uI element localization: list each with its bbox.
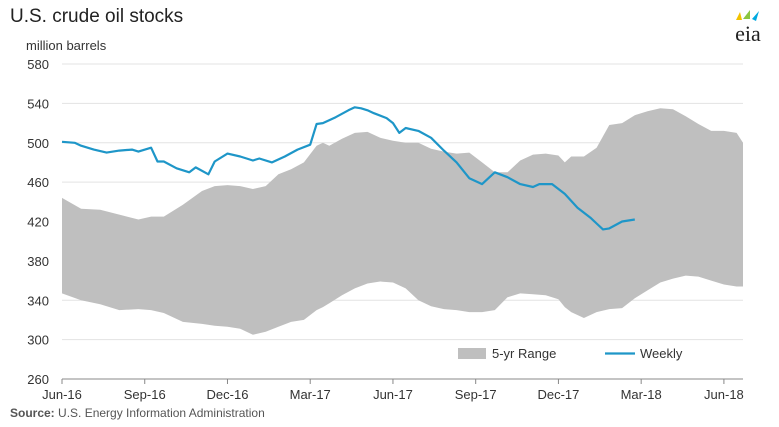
source-text: U.S. Energy Information Administration xyxy=(54,406,265,420)
source-note: Source: U.S. Energy Information Administ… xyxy=(10,406,265,420)
y-tick-label: 540 xyxy=(27,96,49,111)
y-tick-label: 260 xyxy=(27,372,49,387)
x-tick-label: Dec-16 xyxy=(207,387,249,402)
y-tick-label: 580 xyxy=(27,57,49,72)
y-axis-label: million barrels xyxy=(26,38,107,53)
y-tick-labels: 260 300 340 380 420 460 500 540 580 xyxy=(27,57,49,387)
x-tick-label: Sep-16 xyxy=(124,387,166,402)
x-tick-label: Jun-18 xyxy=(704,387,744,402)
legend-swatch-range xyxy=(458,348,486,359)
x-tick-label: Jun-16 xyxy=(42,387,82,402)
chart-title: U.S. crude oil stocks xyxy=(10,6,184,27)
legend: 5-yr Range Weekly xyxy=(458,346,683,361)
y-tick-label: 420 xyxy=(27,215,49,230)
five-year-range-band xyxy=(62,108,743,335)
eia-logo: eia xyxy=(722,8,774,50)
x-tick-labels: Jun-16 Sep-16 Dec-16 Mar-17 Jun-17 Sep-17 Dec-… xyxy=(42,387,744,402)
y-tick-label: 380 xyxy=(27,254,49,269)
legend-label-range: 5-yr Range xyxy=(492,346,556,361)
weekly-line-layer xyxy=(61,106,635,231)
x-tick-label: Dec-17 xyxy=(537,387,579,402)
x-tick-label: Jun-17 xyxy=(373,387,413,402)
svg-text:eia: eia xyxy=(735,21,761,46)
source-label: Source: xyxy=(10,406,55,420)
legend-label-weekly: Weekly xyxy=(640,346,683,361)
x-tick-label: Sep-17 xyxy=(455,387,497,402)
axes xyxy=(61,378,743,384)
weekly-series-line xyxy=(61,106,635,231)
x-tick-label: Mar-18 xyxy=(621,387,662,402)
x-tick-label: Mar-17 xyxy=(290,387,331,402)
range-band-layer xyxy=(62,108,743,335)
y-tick-label: 340 xyxy=(27,293,49,308)
y-tick-label: 460 xyxy=(27,175,49,190)
y-tick-label: 300 xyxy=(27,333,49,348)
eia-logo-graphic: eia xyxy=(735,10,761,46)
y-tick-label: 500 xyxy=(27,136,49,151)
